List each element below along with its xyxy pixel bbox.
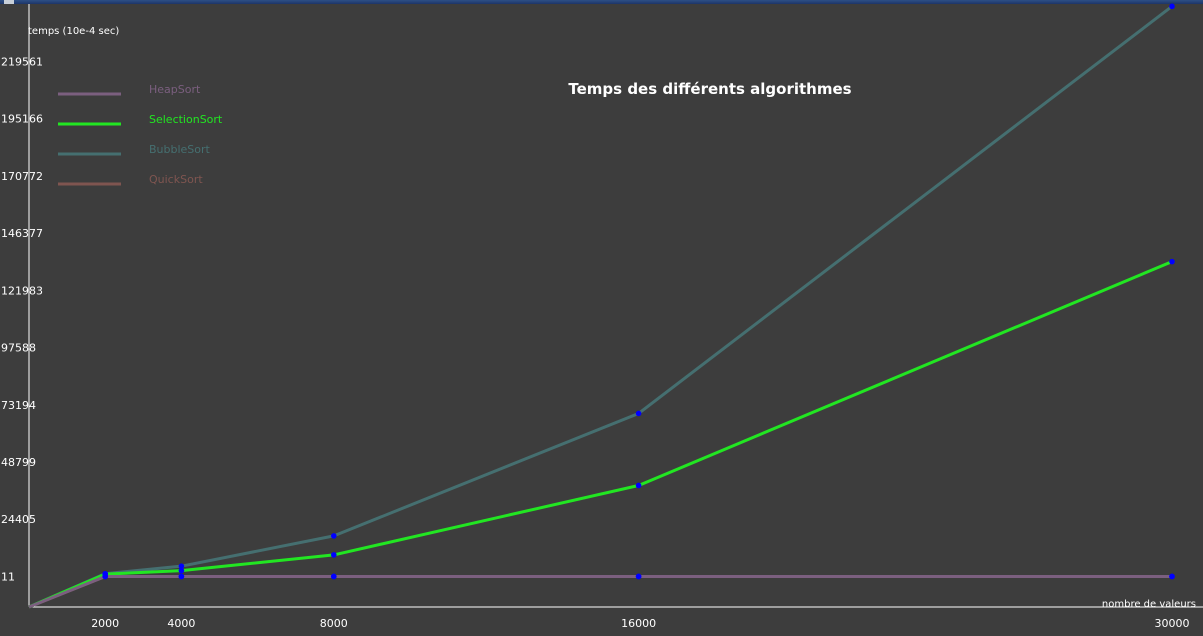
y-tick-label: 195166 [1, 113, 43, 126]
y-tick-label: 121983 [1, 284, 43, 297]
data-points [102, 3, 1175, 580]
data-point [178, 563, 185, 569]
series-line-heapsort [28, 574, 1172, 609]
data-point [331, 552, 337, 558]
data-point [331, 573, 337, 580]
y-tick-label: 24405 [1, 513, 36, 526]
y-tick-label: 48799 [1, 456, 36, 469]
data-point [178, 567, 185, 574]
data-point [178, 573, 185, 580]
x-tick-label: 2000 [91, 617, 119, 630]
data-point [635, 410, 642, 417]
x-tick-labels: 2000 4000 8000 16000 30000 [91, 617, 1189, 630]
y-tick-label: 146377 [1, 227, 43, 240]
series-line-selectionsort [28, 260, 1173, 609]
y-tick-label: 170772 [1, 170, 43, 183]
data-point [1169, 573, 1175, 580]
x-axis-label: nombre de valeurs [1102, 599, 1196, 610]
window-titlebar [0, 0, 1203, 4]
legend-label: QuickSort [149, 173, 203, 186]
y-tick-label: 11 [1, 570, 15, 583]
x-tick-label: 16000 [621, 617, 656, 630]
chart-title: Temps des différents algorithmes [568, 80, 851, 98]
data-point [635, 482, 642, 489]
data-point [635, 573, 642, 580]
data-point [331, 533, 337, 539]
y-tick-label: 97588 [1, 342, 36, 355]
y-tick-label: 73194 [1, 399, 36, 412]
y-tick-label: 219561 [1, 55, 43, 68]
data-point [1169, 3, 1175, 10]
axes [28, 4, 1203, 608]
data-point [102, 573, 108, 580]
series-line-quicksort [28, 574, 1172, 609]
series-lines [28, 5, 1173, 609]
y-axis-label: temps (10e-4 sec) [28, 26, 119, 37]
x-tick-label: 30000 [1155, 617, 1190, 630]
x-tick-label: 4000 [167, 617, 195, 630]
x-tick-label: 8000 [320, 617, 348, 630]
y-tick-labels: 11 24405 48799 73194 97588 121983 146377 170772… [1, 55, 43, 583]
legend-label: BubbleSort [149, 143, 211, 156]
legend-label: SelectionSort [149, 113, 223, 126]
legend: HeapSort SelectionSort BubbleSort QuickSort [58, 83, 223, 186]
window-icon [4, 0, 14, 4]
data-point [1169, 258, 1175, 265]
legend-label: HeapSort [149, 83, 201, 96]
